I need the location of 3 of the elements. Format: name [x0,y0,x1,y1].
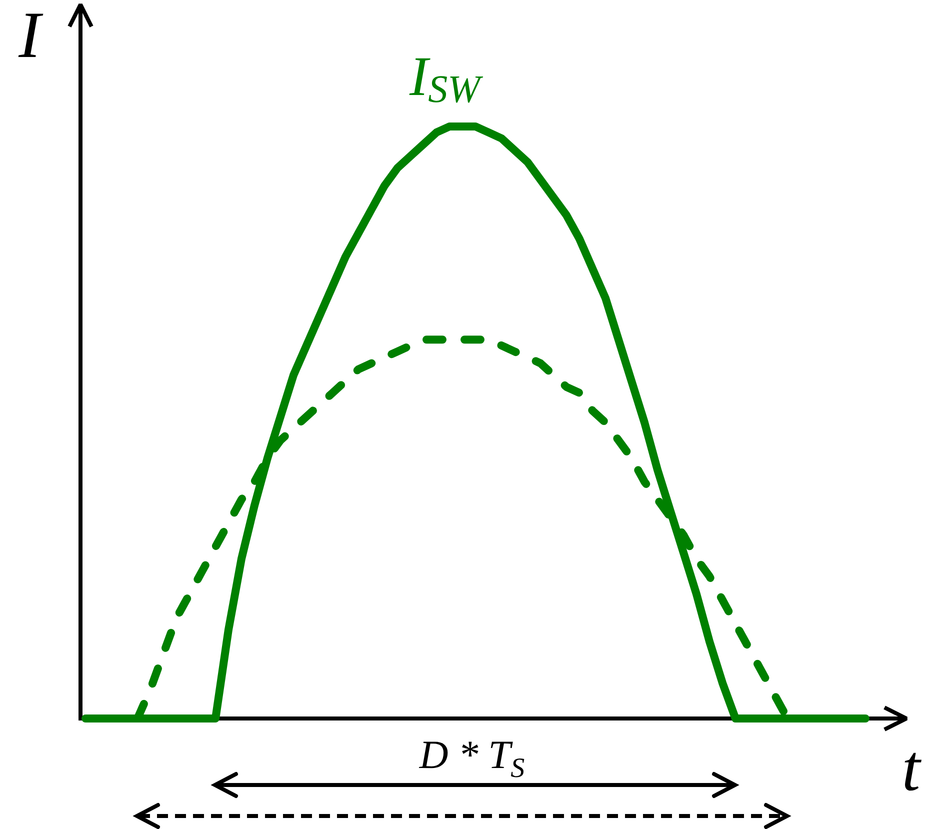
y-axis-title: I [18,0,44,72]
x-axis-title: t [902,732,922,805]
text: D * T$_{S}$ [418,732,525,784]
